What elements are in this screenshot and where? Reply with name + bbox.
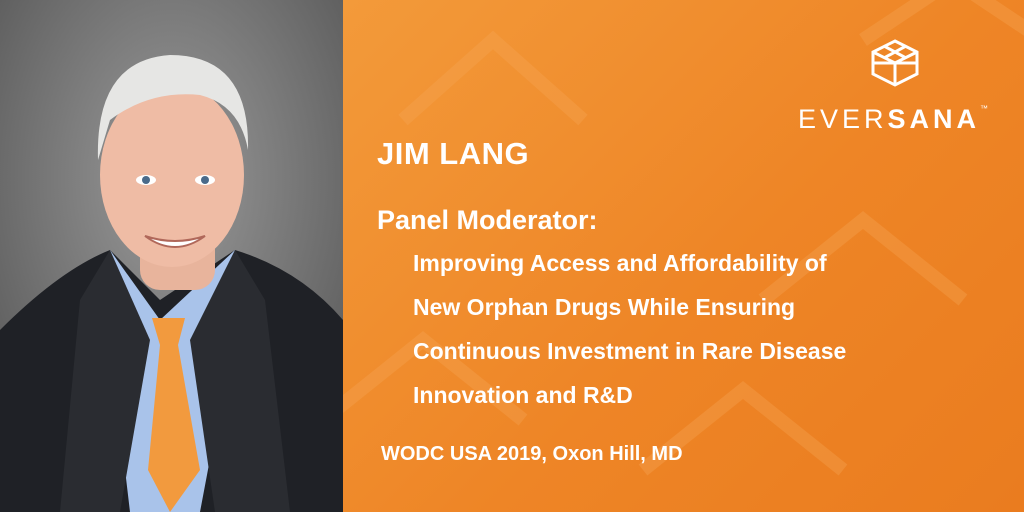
speaker-role: Panel Moderator:	[377, 205, 598, 235]
speaker-photo	[0, 0, 343, 512]
logo-part: EVER	[798, 104, 888, 134]
background-pattern	[343, 0, 1024, 476]
logo-icon	[871, 39, 919, 87]
trademark: ™	[980, 104, 989, 113]
event-info: WODC USA 2019, Oxon Hill, MD	[381, 443, 683, 465]
session-title-line: Improving Access and Affordability of	[413, 250, 827, 276]
logo-part: SANA	[887, 104, 981, 134]
logo-text: EVERSANA™	[798, 104, 988, 135]
session-title-line: New Orphan Drugs While Ensuring	[413, 294, 796, 320]
session-title-line: Continuous Investment in Rare Disease	[413, 338, 847, 364]
session-title-line: Innovation and R&D	[413, 382, 633, 408]
info-panel: EVERSANA™ JIM LANG Panel Moderator: Impr…	[343, 0, 1024, 512]
speaker-name: JIM LANG	[377, 136, 530, 171]
